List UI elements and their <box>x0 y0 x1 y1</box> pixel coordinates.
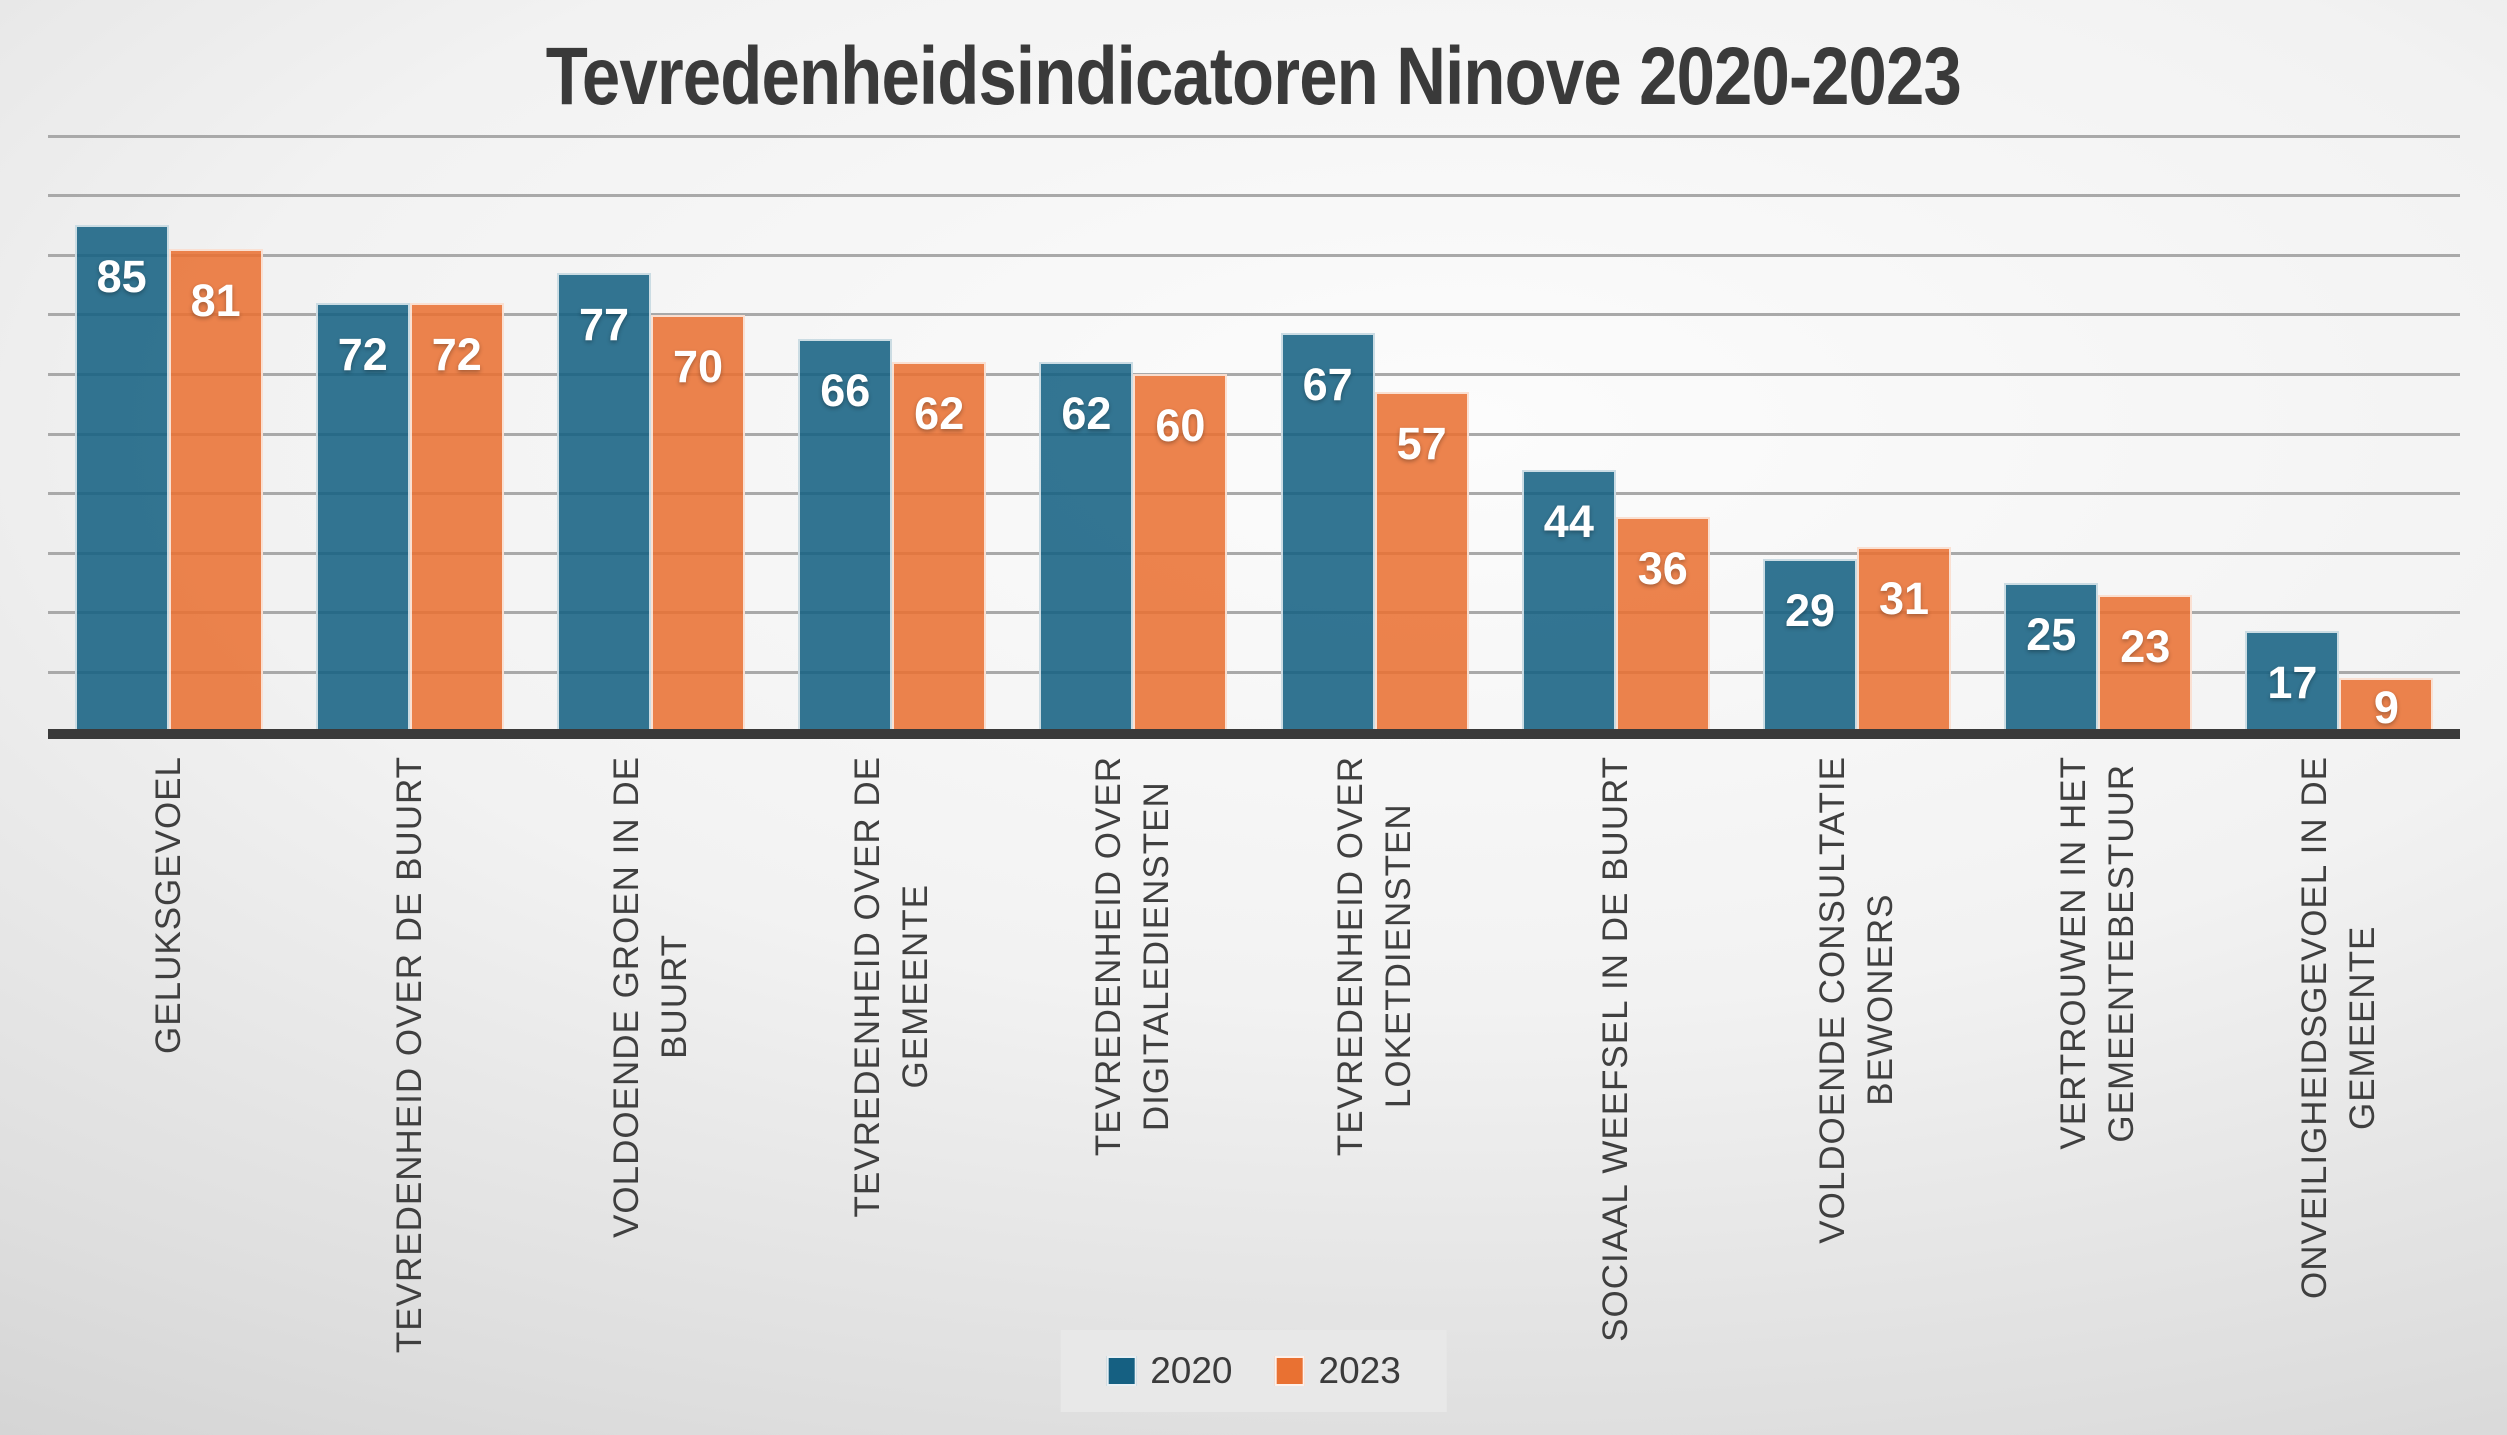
legend-item-2023: 2023 <box>1274 1350 1401 1392</box>
category-slot-1: GELUKSGEVOEL <box>48 756 289 1336</box>
bar-group-9: 25 23 <box>1978 136 2219 732</box>
category-slot-4: TEVREDENHEID OVER DE GEMEENTE <box>772 756 1013 1336</box>
bar-value-label: 67 <box>1302 358 1353 410</box>
bar-group-10: 17 9 <box>2219 136 2460 732</box>
bar-value-label: 77 <box>578 299 630 351</box>
bar-2020-7: 44 <box>1521 469 1616 732</box>
bar-2020-6: 67 <box>1280 332 1375 732</box>
bar-2020-2: 72 <box>315 302 410 732</box>
bar-group-3: 77 70 <box>530 136 771 732</box>
category-label-1: GELUKSGEVOEL <box>148 756 188 1054</box>
bar-2020-8: 29 <box>1763 559 1858 732</box>
bar-value-label: 25 <box>2026 609 2077 660</box>
legend-label-2020: 2020 <box>1150 1350 1233 1391</box>
bar-group-7: 44 36 <box>1495 136 1736 732</box>
bar-2023-7: 36 <box>1615 517 1710 732</box>
category-label-4: TEVREDENHEID OVER DE GEMEENTE <box>848 756 936 1218</box>
bar-2023-10: 9 <box>2339 678 2434 734</box>
bar-value-label: 81 <box>190 275 241 327</box>
bar-group-1: 85 81 <box>48 136 289 732</box>
bar-group-2: 72 72 <box>289 136 530 732</box>
bar-value-label: 9 <box>2373 682 2399 734</box>
category-slot-8: VOLDOENDE CONSULTATIE BEWONERS <box>1736 756 1977 1336</box>
category-label-10: ONVEILIGHEIDSGEVOEL IN DE GEMEENTE <box>2295 756 2383 1300</box>
bar-2020-10: 17 <box>2245 630 2340 732</box>
category-slot-3: VOLDOENDE GROEN IN DE BUURT <box>530 756 771 1336</box>
bar-2020-1: 85 <box>74 225 169 732</box>
bar-value-label: 31 <box>1878 573 1930 625</box>
chart-title-text: Tevredenheidsindicatoren Ninove 2020-202… <box>545 31 1962 122</box>
gridline-20 <box>48 611 2460 615</box>
legend-swatch-2020 <box>1106 1356 1137 1386</box>
bar-value-label: 66 <box>820 364 871 416</box>
bar-2023-4: 62 <box>892 362 987 732</box>
bar-2023-9: 23 <box>2098 594 2193 732</box>
bar-group-4: 66 62 <box>772 136 1013 732</box>
bar-2023-2: 72 <box>409 302 504 732</box>
bar-group-5: 62 60 <box>1013 136 1254 732</box>
bar-value-label: 44 <box>1543 495 1594 547</box>
category-slot-6: TEVREDENHEID OVER LOKETDIENSTEN <box>1254 756 1495 1336</box>
gridline-90 <box>48 194 2460 198</box>
category-label-2: TEVREDENHEID OVER DE BUURT <box>389 756 429 1354</box>
legend-item-2020: 2020 <box>1106 1350 1233 1392</box>
legend-swatch-2023 <box>1274 1356 1305 1386</box>
gridline-50 <box>48 432 2460 436</box>
category-label-3: VOLDOENDE GROEN IN DE BUURT <box>607 756 694 1238</box>
bar-value-label: 29 <box>1785 585 1836 637</box>
bar-groups: 85 81 72 72 77 70 66 62 62 60 67 57 44 36 29 31 25 23 17 9 <box>48 136 2460 732</box>
category-label-9: VERTROUWEN IN HET GEMEENTEBESTUUR <box>2054 756 2142 1150</box>
bar-value-label: 36 <box>1637 543 1688 595</box>
legend-label-2023: 2023 <box>1318 1350 1401 1391</box>
bar-value-label: 85 <box>96 251 147 303</box>
plot-area: 85 81 72 72 77 70 66 62 62 60 67 57 44 36 29 31 25 23 17 9 <box>48 134 2460 732</box>
bar-group-6: 67 57 <box>1254 136 1495 732</box>
bar-value-label: 62 <box>914 388 965 440</box>
category-slot-9: VERTROUWEN IN HET GEMEENTEBESTUUR <box>1978 756 2219 1336</box>
category-label-6: TEVREDENHEID OVER LOKETDIENSTEN <box>1330 756 1418 1157</box>
category-label-8: VOLDOENDE CONSULTATIE BEWONERS <box>1813 756 1901 1244</box>
legend: 2020 2023 <box>1060 1330 1447 1412</box>
bar-2023-8: 31 <box>1857 547 1952 732</box>
gridline-40 <box>48 492 2460 496</box>
x-axis-line <box>48 729 2460 739</box>
bar-2020-5: 62 <box>1039 362 1134 732</box>
bar-group-8: 29 31 <box>1736 136 1977 732</box>
bar-value-label: 72 <box>431 328 482 380</box>
bar-2023-5: 60 <box>1133 374 1228 732</box>
bar-value-label: 60 <box>1155 400 1206 452</box>
bar-value-label: 23 <box>2120 620 2171 672</box>
bar-value-label: 17 <box>2267 656 2318 708</box>
category-label-7: SOCIAAL WEEFSEL IN DE BUURT <box>1595 756 1635 1342</box>
bar-2020-9: 25 <box>2004 583 2099 732</box>
category-slot-7: SOCIAAL WEEFSEL IN DE BUURT <box>1495 756 1736 1342</box>
bar-2023-1: 81 <box>168 249 263 732</box>
bar-2020-4: 66 <box>798 338 893 732</box>
category-slot-10: ONVEILIGHEIDSGEVOEL IN DE GEMEENTE <box>2219 756 2460 1336</box>
gridline-100 <box>48 134 2460 138</box>
bar-value-label: 72 <box>337 328 388 380</box>
gridline-80 <box>48 253 2460 257</box>
bar-value-label: 70 <box>672 340 724 392</box>
category-slot-5: TEVREDENHEID OVER DIGITALEDIENSTEN <box>1013 756 1254 1336</box>
gridline-10 <box>48 670 2460 674</box>
bar-2020-3: 77 <box>557 273 652 732</box>
gridline-60 <box>48 372 2460 376</box>
bar-2023-3: 70 <box>651 314 745 732</box>
chart-title: Tevredenheidsindicatoren Ninove 2020-202… <box>0 30 2507 124</box>
gridline-70 <box>48 313 2460 317</box>
category-slot-2: TEVREDENHEID OVER DE BUURT <box>289 756 530 1353</box>
bar-value-label: 62 <box>1061 388 1112 440</box>
bar-value-label: 57 <box>1396 418 1447 470</box>
gridline-30 <box>48 551 2460 555</box>
category-axis-labels: GELUKSGEVOEL TEVREDENHEID OVER DE BUURT VO… <box>48 756 2460 1353</box>
category-label-5: TEVREDENHEID OVER DIGITALEDIENSTEN <box>1089 756 1177 1157</box>
bar-2023-6: 57 <box>1374 392 1469 732</box>
